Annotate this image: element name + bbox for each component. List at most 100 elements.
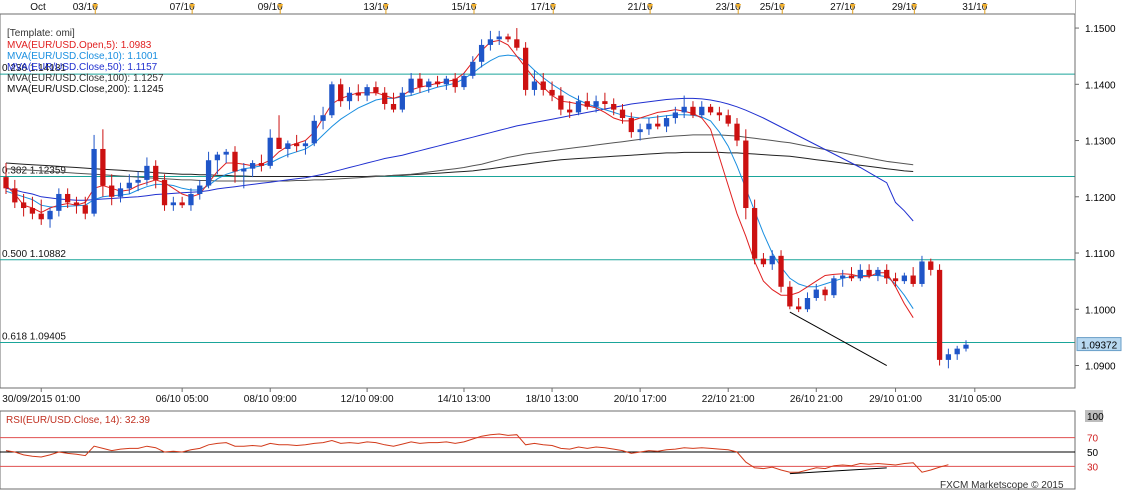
candle xyxy=(161,174,168,211)
candle-body xyxy=(285,143,291,149)
candle xyxy=(478,39,485,68)
rsi-tick-label: 30 xyxy=(1087,462,1099,473)
candle xyxy=(611,98,617,116)
top-date-label: 29/10 xyxy=(892,2,917,13)
candle-body xyxy=(751,208,758,259)
candle xyxy=(716,106,723,121)
candle xyxy=(936,264,943,366)
candle xyxy=(311,115,317,147)
candle-body xyxy=(875,269,881,276)
candle xyxy=(20,193,27,217)
candle-body xyxy=(840,275,846,279)
candle xyxy=(787,281,793,310)
top-date-label: Oct xyxy=(30,2,46,13)
candle-body xyxy=(470,61,476,76)
candle-body xyxy=(478,44,485,62)
candle xyxy=(637,123,643,141)
divergence-trendline-price xyxy=(789,311,887,366)
candle-body xyxy=(153,165,159,180)
candle-body xyxy=(928,261,934,270)
candle xyxy=(760,253,767,268)
copyright: FXCM Marketscope © 2015 xyxy=(940,480,1064,491)
candle-body xyxy=(73,202,80,206)
candle-body xyxy=(672,112,678,119)
rsi-tick-box xyxy=(1085,446,1103,458)
candle xyxy=(690,101,696,119)
candle xyxy=(338,78,344,107)
candle xyxy=(954,345,960,360)
candle xyxy=(734,118,740,147)
rsi-tick-label: 100 xyxy=(1087,412,1104,423)
candle-body xyxy=(804,298,811,310)
bottom-date-label: 14/10 13:00 xyxy=(438,394,491,405)
candle xyxy=(769,250,775,270)
candle xyxy=(584,92,590,110)
candle xyxy=(540,73,546,96)
candle xyxy=(522,42,529,96)
top-date-label: 21/10 xyxy=(628,2,653,13)
top-date-label: 09/10 xyxy=(258,2,283,13)
top-date-label: 23/10 xyxy=(716,2,741,13)
event-marker-icon xyxy=(382,4,389,9)
candle-body xyxy=(355,92,361,96)
candle xyxy=(364,84,370,102)
price-tick-label: 1.1300 xyxy=(1085,137,1116,148)
candle xyxy=(575,95,582,116)
candle xyxy=(346,87,353,110)
candle-body xyxy=(496,36,502,40)
legend-mva-open-5: MVA(EUR/USD.Open,5): 1.0983 xyxy=(7,40,152,51)
candle xyxy=(399,87,405,113)
candle-body xyxy=(161,179,168,206)
candle-body xyxy=(241,168,247,172)
event-marker-icon xyxy=(277,4,284,9)
candle xyxy=(329,81,335,119)
candle xyxy=(707,103,714,116)
candle-body xyxy=(514,39,520,48)
candle-body xyxy=(214,154,221,161)
candle xyxy=(496,30,502,45)
candle-body xyxy=(20,202,27,209)
chart-legend: [Template: omi] MVA(EUR/USD.Open,5): 1.0… xyxy=(7,28,164,95)
candle xyxy=(663,115,670,133)
candle-body xyxy=(109,185,115,197)
candle xyxy=(602,92,608,110)
candle xyxy=(197,179,203,200)
price-tick-label: 1.1000 xyxy=(1085,305,1116,316)
top-date-axis: Oct 03/10 07/10 09/10 13/10 15/10 17/10 21/10 23… xyxy=(0,0,1075,15)
candle xyxy=(100,129,106,197)
candle xyxy=(426,78,432,93)
candle-body xyxy=(743,140,749,209)
bottom-date-label: 18/10 13:00 xyxy=(526,394,579,405)
candle xyxy=(302,140,309,155)
candle-body xyxy=(699,106,705,116)
candle xyxy=(249,160,256,178)
candle-body xyxy=(540,81,546,90)
event-marker-icon xyxy=(647,4,654,9)
candle-body xyxy=(963,344,969,349)
candle-body xyxy=(3,177,9,189)
candle xyxy=(355,84,361,102)
candle xyxy=(857,264,863,282)
legend-mva-close-10: MVA(EUR/USD.Close,10): 1.1001 xyxy=(7,51,158,62)
candle-body xyxy=(637,129,643,133)
candle-body xyxy=(390,103,397,110)
candle xyxy=(875,267,881,282)
event-marker-icon xyxy=(189,4,196,9)
candle-body xyxy=(901,275,907,282)
candle xyxy=(514,28,520,51)
candle-body xyxy=(567,109,573,113)
bottom-date-label: 30/09/2015 01:00 xyxy=(2,394,80,405)
candle xyxy=(646,118,652,135)
candle xyxy=(214,151,221,175)
candle xyxy=(188,188,194,211)
candle xyxy=(232,146,238,183)
candle xyxy=(963,340,969,352)
candle xyxy=(901,272,907,284)
candle-body xyxy=(205,160,212,186)
last-price-box xyxy=(1076,337,1122,352)
candle xyxy=(117,182,124,203)
price-axis: 1.1500 1.1400 1.1300 1.1200 1.1100 1.1000 1.09… xyxy=(1074,0,1116,388)
candle-body xyxy=(866,269,872,276)
candle-body xyxy=(655,123,661,127)
